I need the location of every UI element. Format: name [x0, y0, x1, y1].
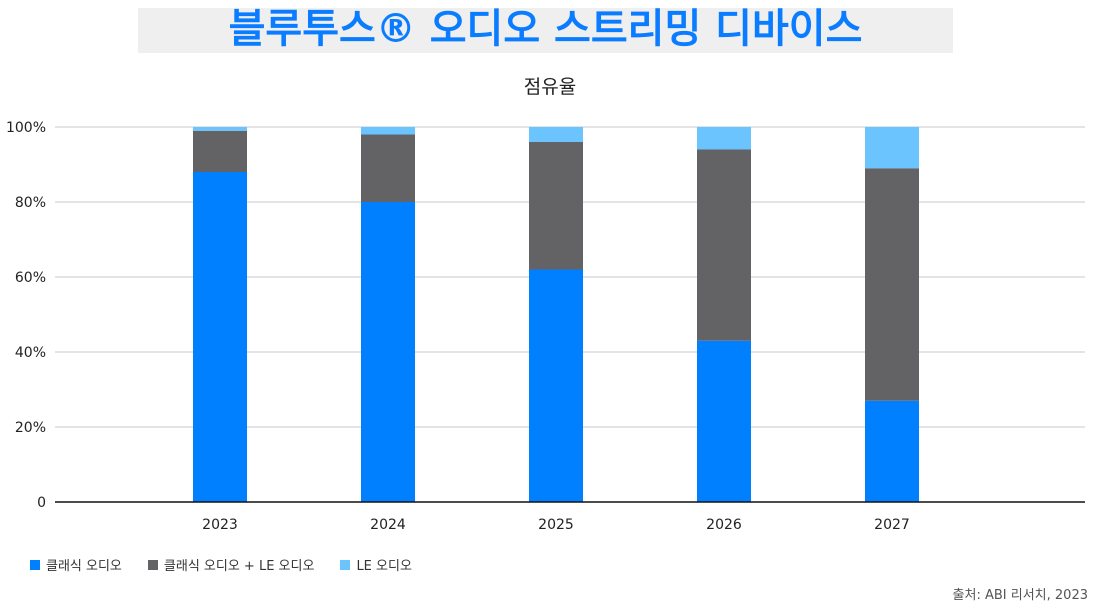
- bar-segment: [361, 202, 415, 502]
- legend: 클래식 오디오 클래식 오디오 + LE 오디오 LE 오디오: [30, 555, 412, 574]
- x-tick-label: 2027: [874, 517, 910, 533]
- bar-segment: [529, 127, 583, 142]
- legend-label: 클래식 오디오 + LE 오디오: [163, 559, 315, 574]
- x-tick-label: 2023: [202, 517, 238, 533]
- y-tick-label: 20%: [15, 420, 46, 436]
- bar-segment: [697, 149, 751, 341]
- bar-segment: [529, 142, 583, 270]
- legend-item: LE 오디오: [340, 555, 412, 574]
- chart-title: 점유율: [523, 76, 577, 98]
- bar-segment: [697, 127, 751, 150]
- bar-segment: [361, 134, 415, 202]
- y-tick-label: 80%: [15, 195, 46, 211]
- bar-segment: [865, 168, 919, 401]
- bar-segment: [193, 130, 247, 172]
- bar-segment: [361, 127, 415, 135]
- bar-segment: [865, 400, 919, 502]
- legend-swatch: [147, 559, 158, 570]
- legend-item: 클래식 오디오: [30, 555, 122, 574]
- bar-segment: [193, 172, 247, 502]
- legend-swatch: [30, 559, 40, 570]
- legend-label: LE 오디오: [356, 559, 412, 574]
- y-tick-label: 100%: [6, 120, 46, 136]
- x-tick-label: 2026: [706, 517, 742, 533]
- y-tick-label: 60%: [15, 270, 46, 286]
- bar-segment: [865, 127, 919, 169]
- bar-segment: [193, 127, 247, 131]
- legend-swatch: [340, 559, 351, 570]
- source-note: 출처: ABI 리서치, 2023: [952, 588, 1088, 603]
- y-tick-label: 0: [37, 495, 46, 511]
- x-tick-label: 2024: [370, 517, 406, 533]
- legend-item: 클래식 오디오 + LE 오디오: [147, 555, 315, 574]
- page-title: 블루투스® 오디오 스트리밍 디바이스: [228, 6, 863, 52]
- x-tick-label: 2025: [538, 517, 574, 533]
- bar-segment: [529, 269, 583, 502]
- y-tick-label: 40%: [15, 345, 46, 361]
- title-banner: 블루투스® 오디오 스트리밍 디바이스: [138, 6, 953, 53]
- bar-segment: [697, 340, 751, 502]
- legend-label: 클래식 오디오: [46, 559, 122, 574]
